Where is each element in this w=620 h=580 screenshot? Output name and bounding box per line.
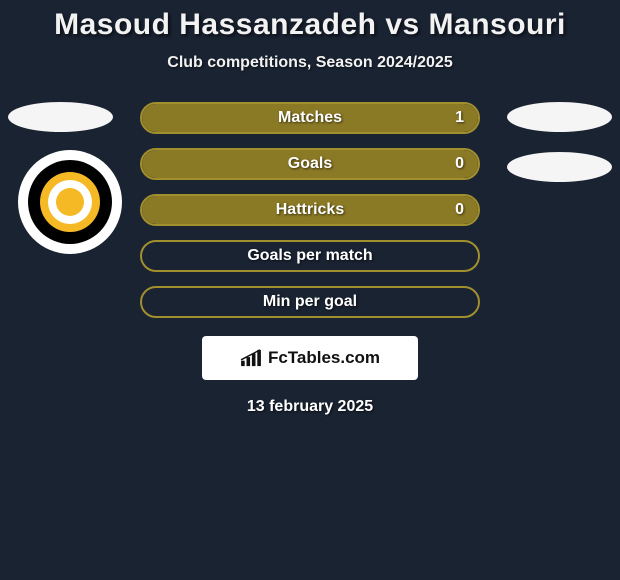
branding-text: FcTables.com — [268, 348, 380, 368]
stat-label: Min per goal — [263, 293, 357, 311]
stat-label: Goals — [288, 155, 332, 173]
club-logo-inner — [28, 160, 112, 244]
stat-label: Matches — [278, 109, 342, 127]
subtitle: Club competitions, Season 2024/2025 — [0, 54, 620, 72]
stat-row: Hattricks 0 — [140, 194, 480, 226]
club-logo-sun-icon — [40, 172, 100, 232]
club-logo — [18, 150, 122, 254]
branding-bar: FcTables.com — [202, 336, 418, 380]
stat-row: Goals 0 — [140, 148, 480, 180]
comparison-card: Masoud Hassanzadeh vs Mansouri Club comp… — [0, 0, 620, 416]
stat-value: 1 — [455, 109, 464, 127]
stat-label: Goals per match — [247, 247, 372, 265]
stat-value: 0 — [455, 201, 464, 219]
chart-icon — [240, 349, 262, 367]
player2-badge-secondary — [507, 152, 612, 182]
stat-rows: Matches 1 Goals 0 Hattricks 0 Goals per match M… — [140, 102, 480, 318]
stat-row: Goals per match — [140, 240, 480, 272]
date-label: 13 february 2025 — [0, 398, 620, 416]
stat-value: 0 — [455, 155, 464, 173]
stat-row: Min per goal — [140, 286, 480, 318]
page-title: Masoud Hassanzadeh vs Mansouri — [0, 8, 620, 42]
player2-badge — [507, 102, 612, 132]
stat-row: Matches 1 — [140, 102, 480, 134]
stats-section: Matches 1 Goals 0 Hattricks 0 Goals per match M… — [0, 102, 620, 318]
player1-badge — [8, 102, 113, 132]
stat-label: Hattricks — [276, 201, 344, 219]
